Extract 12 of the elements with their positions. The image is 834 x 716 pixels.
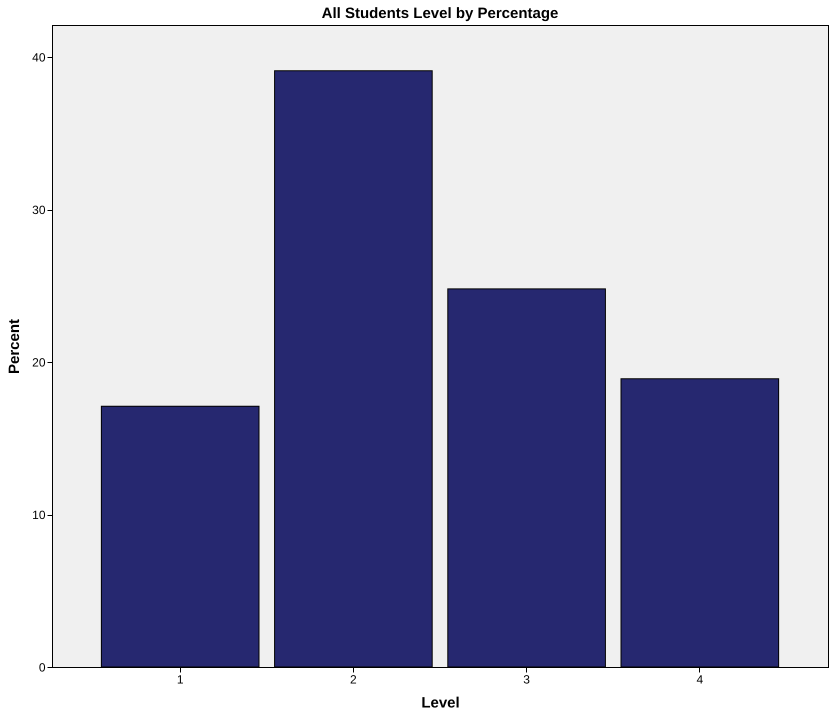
y-tick-label: 0 (38, 660, 46, 674)
y-tick-label: 40 (32, 50, 46, 65)
x-tick-label: 3 (523, 672, 530, 686)
x-tick-label: 4 (696, 672, 704, 686)
y-tick-label: 10 (32, 508, 46, 522)
y-tick-label: 20 (32, 356, 46, 370)
y-axis-title: Percent (6, 318, 24, 374)
chart-title: All Students Level by Percentage (322, 5, 558, 22)
x-tick-label: 1 (176, 672, 184, 686)
x-axis-title: Level (421, 694, 460, 712)
x-tick-label: 2 (350, 672, 358, 686)
y-tick-label: 30 (32, 203, 46, 218)
